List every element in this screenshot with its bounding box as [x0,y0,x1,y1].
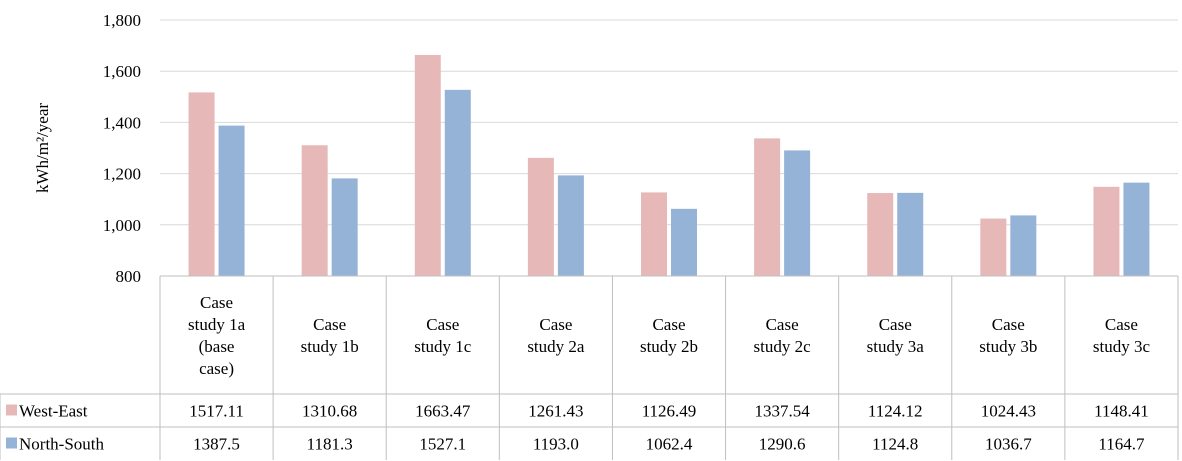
category-label-line: Case [313,315,346,334]
table-value: 1387.5 [193,435,240,454]
category-label-line: study 2c [754,337,812,356]
bar-north-south-6 [784,150,811,276]
category-label: Case study 3a [867,315,925,356]
category-label-line: study 1b [301,337,359,356]
bar-north-south-5 [671,208,697,276]
category-label-line: case) [199,359,234,378]
category-label: Case study 2a [527,315,585,356]
category-label-line: Case [539,315,572,334]
category-label-line: study 3b [979,337,1037,356]
bar-north-south-7 [897,192,924,276]
category-label-line: study 2b [640,337,698,356]
category-label: Case study 1c [414,315,472,356]
table-value: 1193.0 [533,435,579,454]
category-label: Case study 1b [301,315,359,356]
table-value: 1126.49 [642,402,697,421]
table-value: 1148.41 [1094,402,1149,421]
table-value: 1517.11 [189,402,244,421]
table-value: 1527.1 [419,435,466,454]
table-value: 1310.68 [302,402,357,421]
category-label-line: Case [766,315,799,334]
bar-west-east-8 [980,218,1007,276]
bar-north-south-3 [444,89,471,276]
category-label-line: Case [652,315,685,334]
y-tick-label: 1,200 [103,165,141,184]
table-value: 1062.4 [646,435,693,454]
y-tick-label: 800 [116,267,142,286]
category-label-line: Case [200,293,233,312]
category-label: Case study 1a (base case) [188,293,246,378]
bar-west-east-2 [301,145,328,276]
table-value: 1036.7 [985,435,1032,454]
table-value: 1124.8 [872,435,918,454]
bar-west-east-7 [867,193,894,276]
category-label-line: Case [992,315,1025,334]
y-tick-label: 1,400 [103,113,141,132]
category-label-line: study 1c [414,337,472,356]
table-value: 1261.43 [528,402,583,421]
y-axis-label: kWh/m²/year [33,103,52,193]
y-tick-label: 1,000 [103,216,141,235]
bar-west-east-5 [641,192,667,276]
bar-north-south-9 [1123,182,1150,276]
bar-north-south-1 [218,125,245,276]
table-value: 1663.47 [415,402,471,421]
data-table: Case study 1a (base case) Case study 1b Case st… [0,275,1179,460]
category-label-line: study 3a [867,337,925,356]
y-tick-label: 1,600 [103,62,141,81]
table-value: 1181.3 [307,435,353,454]
category-label-line: Case [426,315,459,334]
category-label: Case study 2c [754,315,812,356]
table-value: 1290.6 [759,435,806,454]
y-tick-label: 1,800 [103,11,141,30]
table-value: 1337.54 [754,402,810,421]
bar-west-east-6 [754,138,781,276]
legend-key-0 [6,404,17,416]
category-label: Case study 3c [1093,315,1151,356]
bar-west-east-3 [414,54,441,277]
category-label: Case study 3b [979,315,1037,356]
bar-west-east-1 [188,92,215,277]
bar-west-east-4 [527,157,554,276]
table-value: 1124.12 [868,402,923,421]
y-axis: 800 1,000 1,200 1,400 1,600 1,800 [103,11,141,286]
category-label-line: Case [879,315,912,334]
table-value: 1024.43 [981,402,1036,421]
bar-north-south-8 [1010,215,1037,276]
category-label-line: study 3c [1093,337,1151,356]
category-label-line: (base [199,337,235,356]
legend-key-1 [6,437,17,449]
category-label: Case study 2b [640,315,698,356]
bars [188,54,1150,277]
bar-west-east-9 [1093,186,1120,276]
bar-north-south-4 [557,175,584,276]
bar-north-south-2 [331,178,358,276]
category-label-line: study 1a [188,315,246,334]
table-value: 1164.7 [1098,435,1145,454]
legend-label: North-South [19,435,105,454]
legend-label: West-East [19,402,88,421]
category-label-line: Case [1105,315,1138,334]
category-label-line: study 2a [527,337,585,356]
